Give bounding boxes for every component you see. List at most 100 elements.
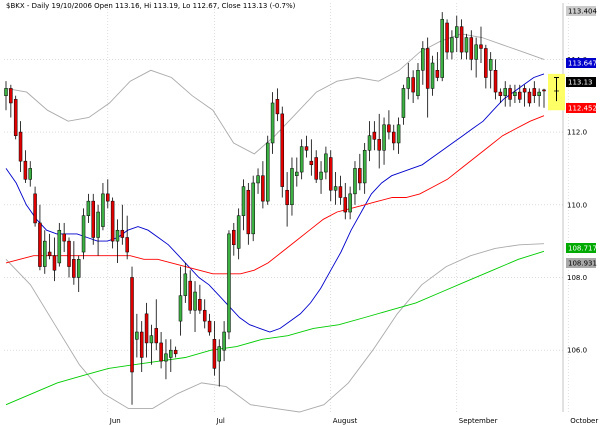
- candle-up: [455, 26, 459, 38]
- candle-down: [532, 88, 537, 96]
- candle-up: [217, 346, 222, 362]
- candle-down: [304, 146, 309, 151]
- candle-down: [159, 342, 163, 362]
- x-tick-label: October: [570, 417, 598, 425]
- candle-down: [130, 277, 134, 373]
- candle-down: [67, 240, 71, 267]
- candle-down: [493, 70, 498, 93]
- bollinger-bands: [5, 33, 545, 413]
- candle-up: [513, 91, 517, 96]
- y-tick-label: 106.0: [567, 347, 587, 355]
- candle-up: [28, 168, 32, 180]
- grid-lines: [4, 3, 569, 412]
- candle-down: [328, 157, 333, 191]
- candle-up: [96, 211, 100, 238]
- x-tick-label: Jul: [215, 417, 225, 425]
- candle-up: [290, 168, 294, 206]
- candle-up: [86, 200, 91, 216]
- candle-up: [324, 153, 328, 173]
- candle-down: [411, 77, 415, 93]
- last-bar-marker: [554, 77, 559, 102]
- x-axis-ticks: Jun Jul August September October: [109, 417, 599, 425]
- candle-down: [72, 259, 76, 278]
- bollinger-lower-line: [5, 243, 545, 413]
- candle-up: [169, 349, 173, 358]
- x-tick-label: August: [333, 417, 358, 425]
- candle-up: [193, 291, 197, 311]
- candle-up: [149, 335, 154, 344]
- candle-down: [198, 299, 202, 311]
- candle-up: [430, 62, 435, 89]
- price-badge: [566, 6, 596, 16]
- candle-down: [435, 70, 440, 78]
- price-badge: [566, 243, 596, 253]
- candle-up: [474, 44, 478, 60]
- candle-up: [164, 353, 168, 362]
- candle-down: [120, 229, 125, 238]
- candle-down: [542, 89, 546, 92]
- candle-up: [270, 102, 275, 144]
- candle-down: [212, 339, 217, 369]
- candle-down: [285, 189, 289, 206]
- candle-down: [23, 160, 28, 180]
- candle-down: [518, 91, 522, 100]
- candle-down: [47, 251, 52, 256]
- candle-up: [488, 59, 493, 71]
- candle-down: [527, 91, 532, 104]
- candle-down: [358, 168, 362, 184]
- candle-up: [421, 48, 425, 71]
- candle-down: [125, 237, 129, 253]
- candle-down: [338, 186, 343, 198]
- candle-down: [314, 157, 318, 180]
- candle-up: [503, 88, 507, 96]
- candle-up: [440, 19, 444, 78]
- candle-down: [202, 309, 207, 322]
- candle-up: [115, 229, 120, 242]
- candle-down: [484, 48, 488, 78]
- candle-up: [227, 233, 231, 333]
- candle-down: [33, 193, 37, 224]
- candle-up: [401, 88, 406, 118]
- candle-down: [9, 88, 13, 104]
- sma-20-line: [5, 73, 545, 333]
- candle-up: [406, 77, 411, 89]
- candle-down: [372, 131, 377, 140]
- price-badge-label: 112.452: [568, 105, 597, 113]
- candle-up: [362, 149, 367, 184]
- candle-down: [110, 200, 115, 242]
- candle-up: [4, 88, 8, 96]
- candle-down: [232, 229, 236, 246]
- candle-down: [445, 22, 449, 53]
- candle-up: [319, 171, 323, 180]
- candle-down: [91, 200, 95, 238]
- candle-down: [173, 349, 178, 355]
- candle-down: [275, 99, 280, 115]
- candle-up: [464, 37, 469, 53]
- candle-down: [246, 189, 251, 235]
- candle-up: [222, 331, 226, 351]
- candle-up: [265, 142, 270, 202]
- sma-50-line: [5, 115, 545, 275]
- candlesticks: [4, 12, 546, 405]
- bollinger-upper-line: [5, 33, 545, 155]
- candle-up: [241, 186, 246, 216]
- y-tick-label: 112.0: [567, 129, 587, 137]
- candle-down: [309, 160, 314, 166]
- candle-up: [57, 229, 62, 264]
- candle-up: [396, 124, 401, 144]
- candle-up: [236, 215, 241, 249]
- candle-down: [343, 197, 348, 213]
- candle-down: [207, 320, 212, 333]
- candle-up: [183, 273, 188, 296]
- candle-up: [333, 186, 338, 191]
- candle-up: [101, 193, 105, 227]
- price-badge: [566, 77, 596, 87]
- candle-down: [377, 139, 381, 151]
- candle-down: [498, 91, 503, 96]
- candle-up: [251, 182, 255, 235]
- candle-down: [479, 44, 483, 49]
- candle-up: [256, 175, 260, 184]
- candle-up: [367, 135, 372, 151]
- price-badge-label: 108.717: [568, 245, 597, 253]
